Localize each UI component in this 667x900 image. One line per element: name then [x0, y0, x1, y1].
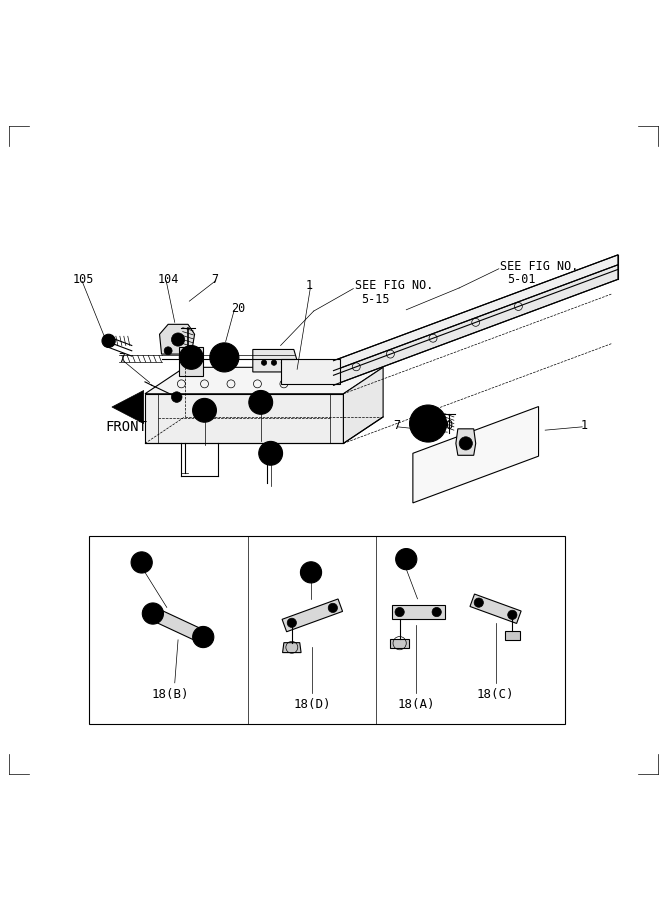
Circle shape [197, 631, 209, 643]
Circle shape [410, 405, 447, 442]
Text: SEE FIG NO.: SEE FIG NO. [500, 259, 578, 273]
Circle shape [193, 626, 214, 648]
Circle shape [151, 612, 155, 616]
Text: 105: 105 [72, 273, 93, 286]
Circle shape [175, 337, 181, 342]
Text: 20: 20 [440, 419, 454, 432]
Text: 1: 1 [305, 280, 313, 292]
Text: A: A [257, 398, 264, 408]
Circle shape [215, 349, 233, 366]
Text: 7: 7 [393, 419, 400, 432]
Text: 20: 20 [231, 302, 245, 315]
Polygon shape [334, 265, 618, 385]
Circle shape [508, 610, 517, 619]
Polygon shape [112, 391, 143, 424]
Circle shape [171, 392, 182, 402]
Circle shape [396, 549, 417, 570]
Polygon shape [283, 643, 301, 652]
Polygon shape [179, 347, 203, 376]
Polygon shape [344, 367, 383, 444]
Circle shape [171, 333, 185, 346]
Polygon shape [470, 594, 521, 624]
Text: B: B [307, 567, 314, 578]
Polygon shape [159, 324, 195, 354]
Polygon shape [281, 359, 340, 384]
Circle shape [131, 552, 152, 573]
Circle shape [164, 346, 172, 355]
Circle shape [201, 635, 205, 639]
Circle shape [193, 399, 216, 422]
Circle shape [424, 418, 433, 428]
Polygon shape [253, 349, 297, 372]
Text: 18(B): 18(B) [151, 688, 189, 701]
Text: B: B [201, 405, 208, 415]
Polygon shape [505, 632, 520, 640]
Circle shape [221, 354, 227, 361]
Polygon shape [413, 407, 538, 503]
Circle shape [271, 360, 277, 365]
Polygon shape [145, 394, 344, 444]
Polygon shape [334, 255, 618, 375]
Circle shape [395, 608, 404, 616]
Text: 1: 1 [580, 419, 588, 432]
Text: 7: 7 [211, 273, 218, 286]
Text: 5-15: 5-15 [362, 292, 390, 306]
Text: 7: 7 [119, 352, 125, 365]
Polygon shape [456, 428, 476, 455]
Bar [89, 536, 565, 724]
Circle shape [185, 351, 198, 364]
Polygon shape [282, 599, 343, 632]
Circle shape [179, 346, 203, 369]
Text: 18(C): 18(C) [477, 688, 514, 701]
Text: FRONT: FRONT [105, 420, 147, 434]
Circle shape [259, 441, 283, 465]
Circle shape [432, 608, 442, 616]
Circle shape [102, 334, 115, 347]
Text: A: A [138, 557, 145, 567]
Circle shape [249, 391, 273, 414]
Text: 18(D): 18(D) [293, 698, 331, 711]
Circle shape [281, 360, 287, 365]
Circle shape [459, 436, 472, 450]
Circle shape [474, 598, 484, 608]
Circle shape [418, 414, 438, 434]
Circle shape [186, 346, 194, 355]
Text: 5-01: 5-01 [507, 273, 536, 286]
Circle shape [210, 343, 239, 372]
Polygon shape [392, 606, 445, 618]
Text: 18(A): 18(A) [398, 698, 435, 711]
Polygon shape [145, 367, 383, 394]
Text: C: C [267, 448, 274, 458]
Circle shape [287, 618, 296, 627]
Polygon shape [390, 638, 409, 648]
Circle shape [147, 608, 159, 619]
Circle shape [328, 603, 338, 613]
Text: C: C [403, 554, 410, 564]
Text: 104: 104 [157, 273, 179, 286]
Circle shape [261, 360, 267, 365]
Text: SEE FIG NO.: SEE FIG NO. [355, 280, 433, 292]
Circle shape [300, 562, 321, 583]
Circle shape [142, 603, 163, 624]
Polygon shape [145, 606, 211, 645]
